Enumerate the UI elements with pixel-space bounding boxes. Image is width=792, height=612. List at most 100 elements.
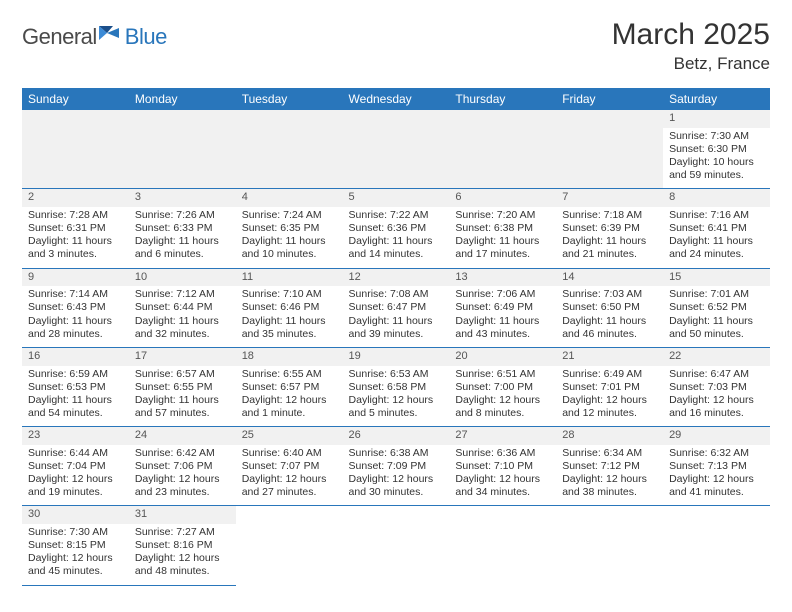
calendar-row: 9Sunrise: 7:14 AMSunset: 6:43 PMDaylight… (22, 268, 770, 347)
sunrise-text: Sunrise: 7:10 AM (242, 288, 337, 301)
day-number: 29 (663, 427, 770, 445)
daylight-text: Daylight: 11 hours and 3 minutes. (28, 235, 123, 261)
sunrise-text: Sunrise: 6:49 AM (562, 368, 657, 381)
logo-text-general: General (22, 24, 97, 50)
flag-icon (97, 24, 123, 42)
weekday-header-row: Sunday Monday Tuesday Wednesday Thursday… (22, 88, 770, 110)
calendar-cell (449, 506, 556, 585)
calendar-cell: 14Sunrise: 7:03 AMSunset: 6:50 PMDayligh… (556, 268, 663, 347)
sunrise-text: Sunrise: 7:08 AM (349, 288, 444, 301)
daylight-text: Daylight: 11 hours and 32 minutes. (135, 315, 230, 341)
calendar-cell: 15Sunrise: 7:01 AMSunset: 6:52 PMDayligh… (663, 268, 770, 347)
sunrise-text: Sunrise: 7:24 AM (242, 209, 337, 222)
sunrise-text: Sunrise: 6:55 AM (242, 368, 337, 381)
daylight-text: Daylight: 12 hours and 41 minutes. (669, 473, 764, 499)
calendar-row: 2Sunrise: 7:28 AMSunset: 6:31 PMDaylight… (22, 189, 770, 268)
calendar-cell: 18Sunrise: 6:55 AMSunset: 6:57 PMDayligh… (236, 347, 343, 426)
day-number: 8 (663, 189, 770, 207)
sunset-text: Sunset: 6:38 PM (455, 222, 550, 235)
day-number: 31 (129, 506, 236, 524)
weekday-header: Monday (129, 88, 236, 110)
calendar-cell (556, 506, 663, 585)
sunset-text: Sunset: 6:57 PM (242, 381, 337, 394)
calendar-cell: 3Sunrise: 7:26 AMSunset: 6:33 PMDaylight… (129, 189, 236, 268)
calendar-cell (236, 110, 343, 189)
calendar-cell: 11Sunrise: 7:10 AMSunset: 6:46 PMDayligh… (236, 268, 343, 347)
sunrise-text: Sunrise: 7:27 AM (135, 526, 230, 539)
daylight-text: Daylight: 12 hours and 48 minutes. (135, 552, 230, 578)
daylight-text: Daylight: 11 hours and 39 minutes. (349, 315, 444, 341)
sunrise-text: Sunrise: 6:42 AM (135, 447, 230, 460)
sunrise-text: Sunrise: 6:44 AM (28, 447, 123, 460)
daylight-text: Daylight: 11 hours and 43 minutes. (455, 315, 550, 341)
day-number: 13 (449, 269, 556, 287)
calendar-cell: 24Sunrise: 6:42 AMSunset: 7:06 PMDayligh… (129, 427, 236, 506)
calendar-cell (343, 506, 450, 585)
day-number: 23 (22, 427, 129, 445)
day-number: 17 (129, 348, 236, 366)
daylight-text: Daylight: 11 hours and 24 minutes. (669, 235, 764, 261)
logo-text-blue: Blue (125, 24, 167, 50)
sunset-text: Sunset: 6:30 PM (669, 143, 764, 156)
sunrise-text: Sunrise: 7:30 AM (28, 526, 123, 539)
sunset-text: Sunset: 7:10 PM (455, 460, 550, 473)
daylight-text: Daylight: 11 hours and 54 minutes. (28, 394, 123, 420)
daylight-text: Daylight: 10 hours and 59 minutes. (669, 156, 764, 182)
calendar-cell: 8Sunrise: 7:16 AMSunset: 6:41 PMDaylight… (663, 189, 770, 268)
sunrise-text: Sunrise: 7:01 AM (669, 288, 764, 301)
sunrise-text: Sunrise: 7:12 AM (135, 288, 230, 301)
day-number: 15 (663, 269, 770, 287)
sunset-text: Sunset: 7:00 PM (455, 381, 550, 394)
calendar-row: 16Sunrise: 6:59 AMSunset: 6:53 PMDayligh… (22, 347, 770, 426)
header: General Blue March 2025 Betz, France (22, 18, 770, 74)
calendar-row: 30Sunrise: 7:30 AMSunset: 8:15 PMDayligh… (22, 506, 770, 585)
weekday-header: Saturday (663, 88, 770, 110)
calendar-cell: 10Sunrise: 7:12 AMSunset: 6:44 PMDayligh… (129, 268, 236, 347)
daylight-text: Daylight: 11 hours and 6 minutes. (135, 235, 230, 261)
daylight-text: Daylight: 12 hours and 30 minutes. (349, 473, 444, 499)
sunrise-text: Sunrise: 6:47 AM (669, 368, 764, 381)
day-number: 2 (22, 189, 129, 207)
calendar-cell: 22Sunrise: 6:47 AMSunset: 7:03 PMDayligh… (663, 347, 770, 426)
calendar-cell: 26Sunrise: 6:38 AMSunset: 7:09 PMDayligh… (343, 427, 450, 506)
calendar-cell: 27Sunrise: 6:36 AMSunset: 7:10 PMDayligh… (449, 427, 556, 506)
sunset-text: Sunset: 6:53 PM (28, 381, 123, 394)
sunset-text: Sunset: 8:16 PM (135, 539, 230, 552)
sunrise-text: Sunrise: 7:14 AM (28, 288, 123, 301)
sunset-text: Sunset: 7:06 PM (135, 460, 230, 473)
daylight-text: Daylight: 12 hours and 27 minutes. (242, 473, 337, 499)
sunset-text: Sunset: 6:47 PM (349, 301, 444, 314)
day-number: 12 (343, 269, 450, 287)
daylight-text: Daylight: 11 hours and 35 minutes. (242, 315, 337, 341)
daylight-text: Daylight: 11 hours and 21 minutes. (562, 235, 657, 261)
sunset-text: Sunset: 6:58 PM (349, 381, 444, 394)
sunrise-text: Sunrise: 6:51 AM (455, 368, 550, 381)
day-number: 28 (556, 427, 663, 445)
day-number: 9 (22, 269, 129, 287)
sunrise-text: Sunrise: 7:28 AM (28, 209, 123, 222)
day-number: 6 (449, 189, 556, 207)
sunset-text: Sunset: 6:33 PM (135, 222, 230, 235)
sunset-text: Sunset: 6:39 PM (562, 222, 657, 235)
daylight-text: Daylight: 12 hours and 45 minutes. (28, 552, 123, 578)
calendar-cell: 19Sunrise: 6:53 AMSunset: 6:58 PMDayligh… (343, 347, 450, 426)
calendar-cell (343, 110, 450, 189)
day-number: 1 (663, 110, 770, 128)
calendar-cell: 2 Sunrise: 7:28 AMSunset: 6:31 PMDaylight… (22, 189, 129, 268)
sunrise-text: Sunrise: 6:53 AM (349, 368, 444, 381)
daylight-text: Daylight: 12 hours and 12 minutes. (562, 394, 657, 420)
daylight-text: Daylight: 11 hours and 50 minutes. (669, 315, 764, 341)
sunset-text: Sunset: 8:15 PM (28, 539, 123, 552)
day-number: 16 (22, 348, 129, 366)
sunset-text: Sunset: 6:31 PM (28, 222, 123, 235)
calendar-cell: 13Sunrise: 7:06 AMSunset: 6:49 PMDayligh… (449, 268, 556, 347)
sunrise-text: Sunrise: 7:20 AM (455, 209, 550, 222)
day-number: 24 (129, 427, 236, 445)
calendar-cell: 16Sunrise: 6:59 AMSunset: 6:53 PMDayligh… (22, 347, 129, 426)
day-number: 4 (236, 189, 343, 207)
weekday-header: Wednesday (343, 88, 450, 110)
day-number: 26 (343, 427, 450, 445)
day-number: 19 (343, 348, 450, 366)
sunrise-text: Sunrise: 7:18 AM (562, 209, 657, 222)
calendar-cell: 25Sunrise: 6:40 AMSunset: 7:07 PMDayligh… (236, 427, 343, 506)
